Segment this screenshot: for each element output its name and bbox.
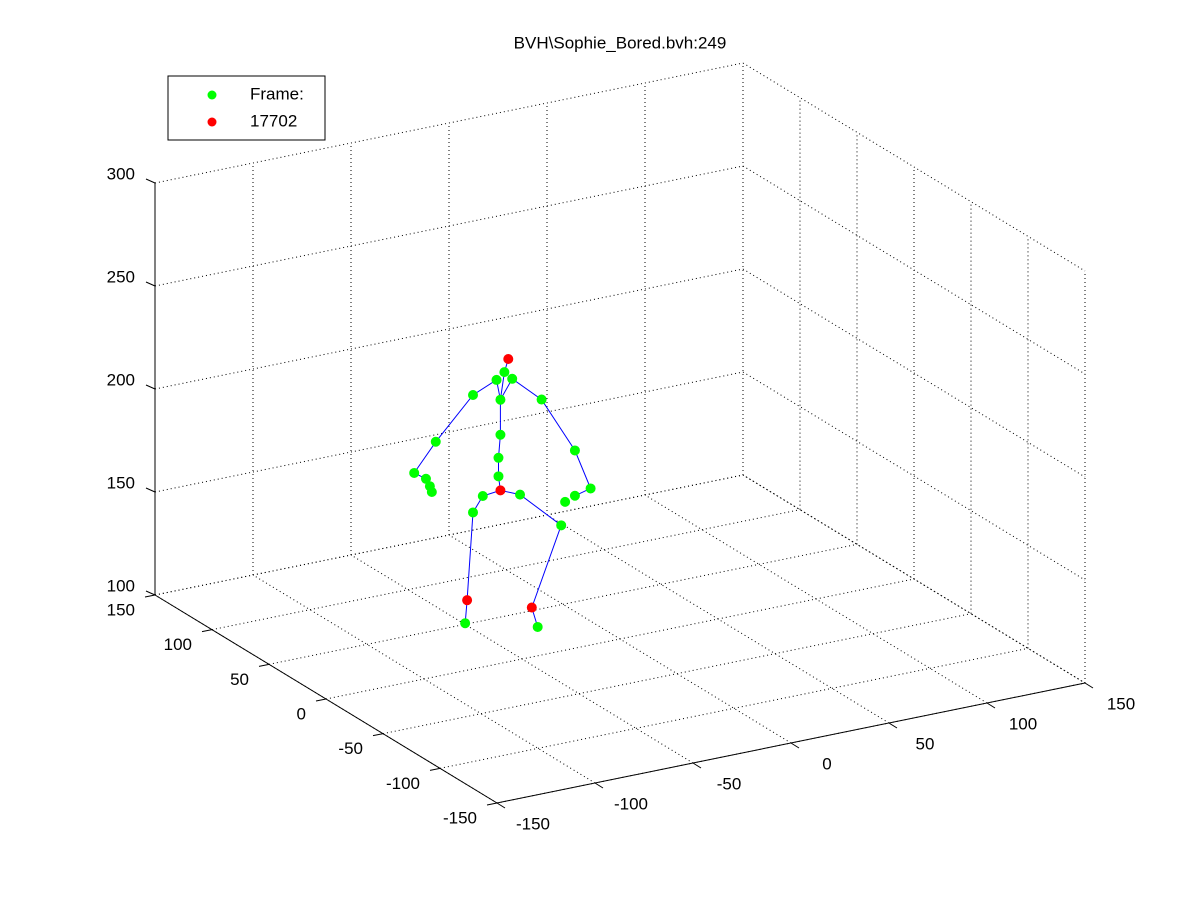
joint-point [409, 467, 420, 478]
x-tick-label: 0 [822, 754, 831, 773]
joint-point [468, 390, 478, 401]
x-tick-label: -50 [717, 774, 742, 793]
z-tick-label: 100 [107, 576, 135, 595]
grid-line [154, 474, 744, 596]
joint-point [495, 485, 506, 496]
y-tick [315, 698, 327, 702]
chart-title: BVH\Sophie_Bored.bvh:249 [514, 33, 727, 52]
joint-point [493, 471, 504, 482]
x-tick-label: 100 [1009, 714, 1037, 733]
joint-point [569, 445, 580, 456]
joint-point [507, 373, 518, 384]
joint-point [460, 618, 471, 629]
y-tick [372, 733, 384, 737]
y-tick-label: -100 [386, 774, 420, 793]
joint-point [493, 452, 504, 463]
joint-point [515, 489, 526, 500]
grid-line [154, 62, 744, 184]
grid-line [439, 647, 1029, 769]
y-tick-label: 0 [297, 704, 306, 723]
joint-point [526, 602, 537, 613]
grid-line [154, 371, 744, 493]
x-tick [888, 722, 898, 729]
y-tick [486, 802, 498, 806]
x-tick-label: -100 [614, 794, 648, 813]
joint-point [495, 429, 506, 440]
y-tick [201, 629, 213, 633]
grid-line [211, 509, 801, 631]
joint-point [569, 490, 580, 501]
joint-point [430, 436, 441, 447]
z-tick-label: 200 [107, 370, 135, 389]
y-tick-label: -50 [338, 739, 363, 758]
legend-marker [207, 117, 217, 127]
joint-point [536, 394, 547, 405]
legend-label: 17702 [250, 111, 297, 130]
y-tick-label: 50 [230, 670, 249, 689]
legend-box [167, 75, 326, 141]
grid-line [268, 543, 858, 665]
joint-point [426, 487, 437, 497]
grid-line [742, 268, 1086, 478]
joint-point [503, 353, 514, 364]
x-tick [986, 702, 996, 709]
grid-line [325, 578, 915, 700]
joint-point [495, 394, 506, 405]
z-tick [145, 384, 156, 390]
legend-marker [207, 90, 217, 100]
grid-line [742, 371, 1086, 581]
z-tick-label: 250 [107, 267, 135, 286]
x-tick-label: -150 [516, 814, 550, 833]
z-tick-label: 300 [107, 164, 135, 183]
y-tick [144, 594, 156, 598]
x-tick-label: 150 [1107, 694, 1135, 713]
grid-line [742, 474, 1086, 684]
legend-label: Frame: [250, 84, 304, 103]
x-tick [790, 742, 800, 749]
z-tick-label: 150 [107, 473, 135, 492]
y-tick-label: -150 [443, 808, 477, 827]
legend: Frame: 17702 [167, 75, 326, 141]
x-tick-label: 50 [916, 734, 935, 753]
x-tick [1084, 682, 1094, 689]
joint-point [532, 621, 543, 632]
z-tick [145, 590, 156, 596]
y-tick [258, 663, 270, 667]
z-tick [145, 281, 156, 287]
joint-point [560, 496, 571, 507]
z-tick [145, 178, 156, 184]
joint-point [468, 507, 478, 518]
grid-line [742, 165, 1086, 375]
x-tick [594, 782, 604, 789]
x-tick [692, 762, 702, 769]
joint-point [585, 483, 596, 494]
joint-point [556, 520, 567, 531]
grid-line [154, 165, 744, 287]
joint-point [462, 595, 473, 606]
y-tick [429, 767, 441, 771]
grid-line [742, 62, 1086, 272]
grid-line [154, 268, 744, 390]
y-tick-label: 150 [107, 600, 135, 619]
z-tick [145, 487, 156, 493]
grid-line [382, 613, 972, 735]
x-tick [496, 802, 506, 809]
joint-point [499, 367, 510, 378]
joint-point [477, 491, 488, 502]
y-tick-label: 100 [164, 635, 192, 654]
joint-point [491, 374, 502, 385]
